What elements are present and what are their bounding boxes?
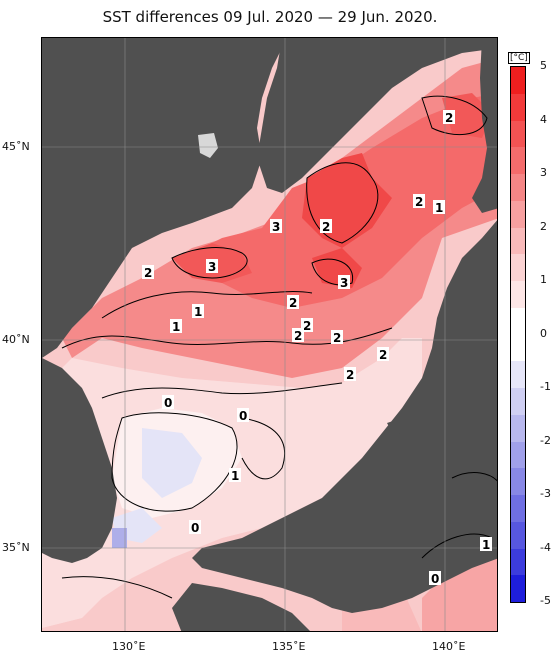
colorbar-segment [511, 468, 525, 495]
colorbar-tick-label: 3 [540, 166, 547, 179]
colorbar-segment [511, 174, 525, 201]
lon-label-135e: 135˚E [272, 640, 306, 653]
colorbar-tick-label: -1 [540, 380, 551, 393]
contour-label: 0 [239, 409, 247, 423]
contour-label: 2 [415, 195, 423, 209]
colorbar-segment [511, 67, 525, 94]
contour-label: 2 [346, 368, 354, 382]
colorbar-segment [511, 334, 525, 362]
contour-label: 2 [144, 266, 152, 280]
contour-label: 2 [303, 319, 311, 333]
contour-label: 2 [333, 331, 341, 345]
colorbar-segment [511, 281, 525, 308]
contour-lines [61, 95, 497, 599]
contour-label: 1 [231, 469, 239, 483]
contour-label: 3 [272, 220, 280, 234]
colorbar-segment [511, 361, 525, 388]
colorbar-segment [511, 120, 525, 148]
colorbar-segment [511, 200, 525, 228]
contour-label: 2 [379, 348, 387, 362]
lon-label-130e: 130˚E [112, 640, 146, 653]
colorbar-tick-label: -3 [540, 487, 551, 500]
land [42, 38, 497, 631]
colorbar-tick-label: 2 [540, 219, 547, 233]
colorbar-unit: [°C] [508, 52, 530, 64]
contour-label: 3 [340, 276, 348, 290]
contour-labels: 2 3 2 1 3 2 2 3 2 1 2 2 2 2 1 2 0 0 1 0 … [142, 110, 492, 586]
colorbar-segment [511, 227, 525, 255]
colorbar-segment [511, 147, 525, 174]
colorbar-tick-label: 0 [540, 326, 547, 340]
graticule [42, 38, 497, 631]
colorbar-tick-label: 1 [540, 273, 547, 286]
colorbar-segment [511, 93, 525, 121]
colorbar-tick-label: -2 [540, 433, 551, 447]
colorbar-segment [511, 548, 525, 576]
sst-map: 2 3 2 1 3 2 2 3 2 1 2 2 2 2 1 2 0 0 1 0 … [41, 37, 498, 632]
colorbar-segment [511, 441, 525, 469]
colorbar-segment [511, 307, 525, 335]
colorbar-segment [511, 414, 525, 442]
contour-label: 1 [482, 538, 490, 552]
contour-label: 2 [289, 296, 297, 310]
colorbar-tick-label: -5 [540, 594, 551, 607]
lat-label-40n: 40˚N [2, 333, 30, 346]
contour-label: 3 [208, 260, 216, 274]
map-title: SST differences 09 Jul. 2020 — 29 Jun. 2… [102, 8, 438, 26]
colorbar-segment [511, 575, 525, 602]
contour-label: 2 [294, 329, 302, 343]
colorbar-segment [511, 388, 525, 415]
contour-label: 1 [172, 320, 180, 334]
contour-label: 2 [322, 220, 330, 234]
lat-label-35n: 35˚N [2, 541, 30, 554]
colorbar-segment [511, 495, 525, 522]
colorbar-tick-label: 5 [540, 59, 547, 72]
lat-label-45n: 45˚N [2, 140, 30, 153]
colorbar-tick-label: 4 [540, 112, 547, 126]
colorbar-tick-label: -4 [540, 540, 551, 554]
contour-label: 0 [191, 521, 199, 535]
contour-label: 0 [164, 396, 172, 410]
colorbar-segment [511, 254, 525, 281]
contour-label: 1 [435, 201, 443, 215]
contour-label: 1 [194, 305, 202, 319]
contour-label: 2 [445, 111, 453, 125]
colorbar [510, 66, 526, 603]
lon-label-140e: 140˚E [432, 640, 466, 653]
contour-label: 0 [431, 572, 439, 586]
colorbar-segment [511, 521, 525, 549]
